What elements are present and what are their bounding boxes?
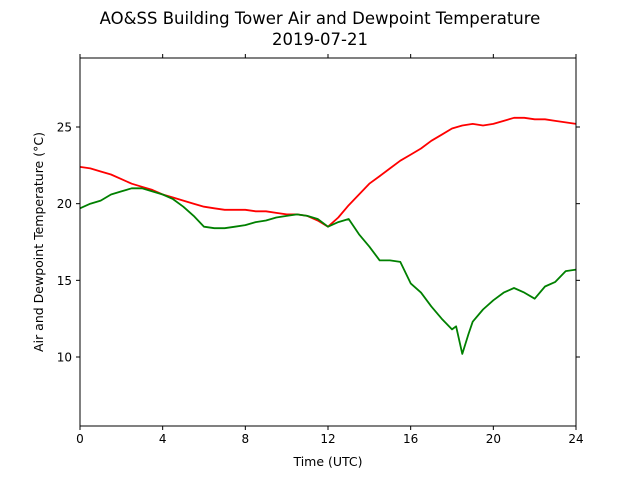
y-tick-label: 25 bbox=[57, 121, 72, 135]
chart-title: AO&SS Building Tower Air and Dewpoint Te… bbox=[100, 9, 541, 28]
y-tick-label: 20 bbox=[57, 197, 72, 211]
x-tick-label: 16 bbox=[403, 432, 418, 446]
series-line-dewpoint bbox=[79, 187, 577, 355]
x-tick-label: 0 bbox=[76, 432, 84, 446]
plot-frame bbox=[79, 57, 577, 427]
series-line-air bbox=[79, 116, 577, 228]
x-axis-label: Time (UTC) bbox=[292, 454, 362, 469]
x-tick-label: 4 bbox=[159, 432, 167, 446]
x-tick-label: 12 bbox=[320, 432, 335, 446]
x-tick-label: 20 bbox=[486, 432, 501, 446]
y-tick-label: 15 bbox=[57, 274, 72, 288]
axis-ticks: 0 4 8 12 16 20 24 10 15 20 25 bbox=[57, 54, 584, 446]
plot-series bbox=[79, 116, 577, 355]
x-tick-label: 8 bbox=[242, 432, 250, 446]
x-tick-label: 24 bbox=[568, 432, 583, 446]
y-axis-label: Air and Dewpoint Temperature (°C) bbox=[31, 132, 46, 352]
y-tick-label: 10 bbox=[57, 351, 72, 365]
chart-subtitle: 2019-07-21 bbox=[272, 30, 368, 49]
